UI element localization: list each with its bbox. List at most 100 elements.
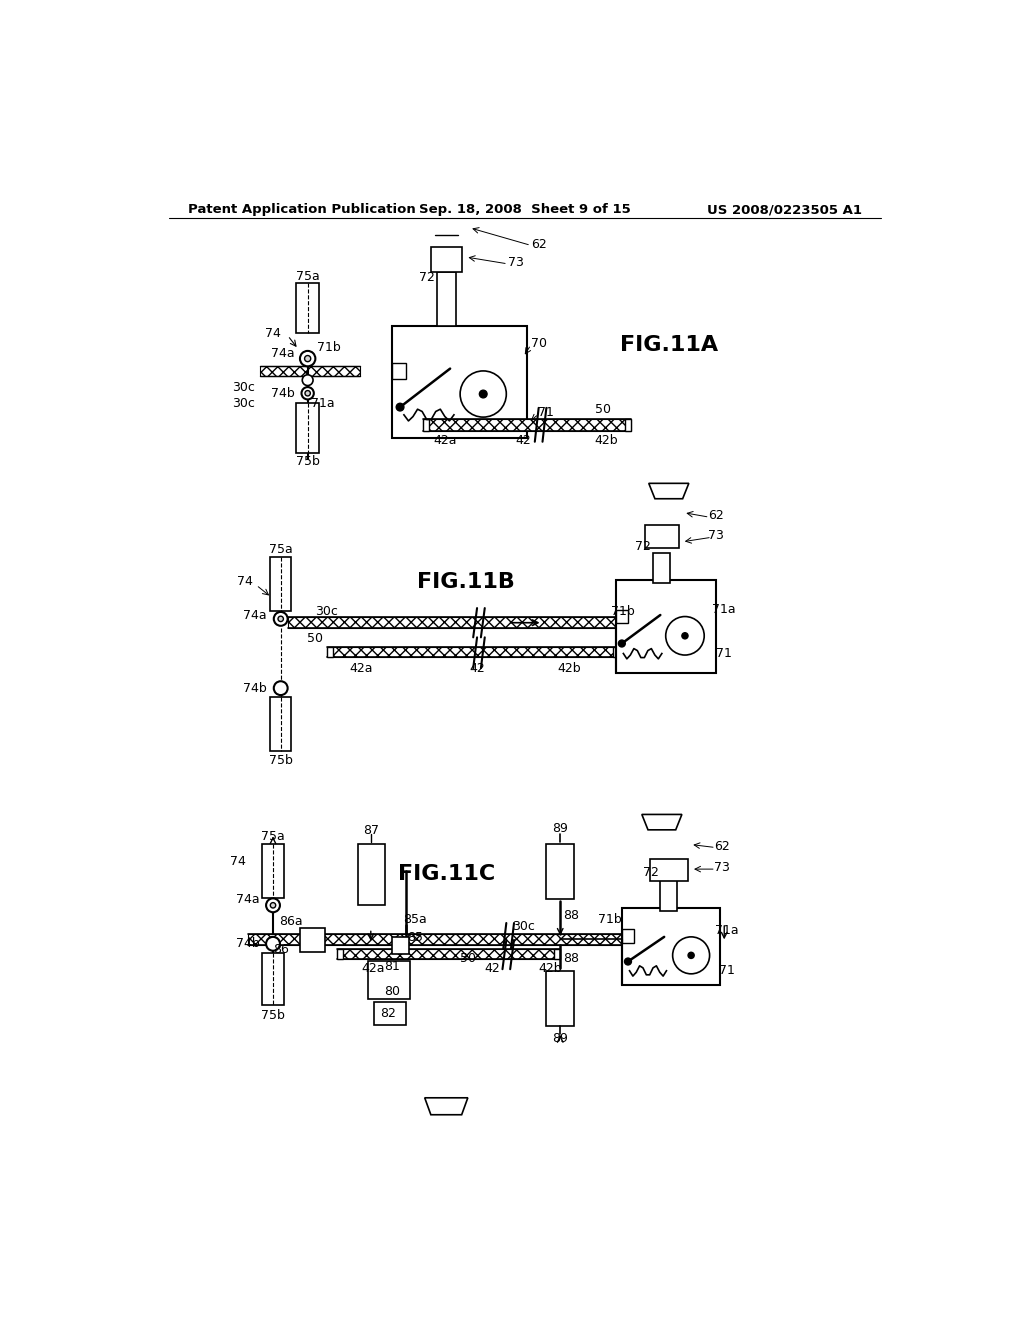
Text: 42b: 42b	[539, 962, 562, 975]
Text: 42a: 42a	[433, 434, 457, 446]
Bar	[392, 326, 527, 438]
Bar	[645, 525, 679, 548]
Bar	[622, 929, 634, 942]
Bar	[392, 937, 410, 954]
Text: FIG.11A: FIG.11A	[621, 335, 719, 355]
Text: 30c: 30c	[232, 397, 255, 409]
Text: 30c: 30c	[512, 920, 535, 933]
Circle shape	[266, 937, 280, 950]
Bar	[260, 367, 360, 376]
Bar	[368, 961, 410, 999]
Text: FIG.11C: FIG.11C	[397, 865, 495, 884]
Bar	[652, 553, 670, 583]
Text: 42a: 42a	[361, 962, 385, 975]
Text: 50: 50	[460, 952, 476, 965]
Text: 62: 62	[708, 510, 724, 523]
Text: 42b: 42b	[595, 434, 618, 446]
Circle shape	[688, 952, 694, 958]
Text: 74: 74	[237, 576, 253, 589]
Circle shape	[273, 612, 288, 626]
Text: 72: 72	[419, 271, 435, 284]
Bar	[296, 284, 319, 333]
Polygon shape	[649, 483, 689, 499]
Text: 87: 87	[362, 824, 379, 837]
Text: 42: 42	[515, 434, 531, 446]
Text: 42: 42	[484, 962, 501, 975]
Bar	[423, 418, 631, 430]
Text: 75b: 75b	[261, 1008, 285, 1022]
Text: 71b: 71b	[611, 605, 635, 618]
Text: 74: 74	[230, 855, 247, 869]
Bar	[615, 581, 716, 673]
Text: 74: 74	[265, 327, 281, 341]
Bar	[431, 247, 462, 272]
Circle shape	[666, 616, 705, 655]
Bar	[327, 647, 333, 657]
Text: 72: 72	[643, 866, 659, 879]
Text: 71: 71	[539, 407, 554, 418]
Circle shape	[682, 632, 688, 639]
Bar	[296, 404, 319, 453]
Text: US 2008/0223505 A1: US 2008/0223505 A1	[707, 203, 862, 216]
Text: 71b: 71b	[598, 912, 622, 925]
Text: 30c: 30c	[315, 605, 338, 618]
Text: FIG.11B: FIG.11B	[417, 572, 514, 591]
Bar	[554, 949, 560, 960]
Bar	[337, 949, 343, 960]
Text: 74b: 74b	[271, 387, 295, 400]
Circle shape	[302, 375, 313, 385]
Bar	[622, 908, 720, 985]
Text: 75a: 75a	[269, 543, 293, 556]
Text: 74b: 74b	[236, 937, 259, 950]
Circle shape	[625, 958, 632, 965]
Bar	[392, 363, 407, 379]
Bar	[423, 418, 429, 430]
Bar	[374, 1002, 407, 1024]
Text: 74a: 74a	[271, 347, 295, 360]
Text: 71a: 71a	[712, 603, 735, 616]
Text: 75b: 75b	[296, 454, 319, 467]
Circle shape	[273, 681, 288, 696]
Text: 75b: 75b	[268, 754, 293, 767]
Circle shape	[618, 640, 626, 647]
Text: 85a: 85a	[403, 913, 427, 927]
Text: 72: 72	[635, 540, 650, 553]
Text: 82: 82	[381, 1007, 396, 1019]
Bar	[547, 843, 574, 899]
Text: 71: 71	[720, 964, 735, 977]
Circle shape	[304, 355, 310, 362]
Bar	[270, 697, 292, 751]
Text: 86a: 86a	[279, 915, 302, 928]
Bar	[248, 933, 640, 945]
Text: 42b: 42b	[558, 661, 582, 675]
Circle shape	[396, 404, 403, 411]
Polygon shape	[425, 1098, 468, 1114]
Circle shape	[305, 391, 310, 396]
Polygon shape	[642, 814, 682, 830]
Text: 75a: 75a	[296, 269, 319, 282]
Circle shape	[479, 391, 487, 397]
Text: Sep. 18, 2008  Sheet 9 of 15: Sep. 18, 2008 Sheet 9 of 15	[419, 203, 631, 216]
Circle shape	[460, 371, 506, 417]
Text: 42a: 42a	[350, 661, 374, 675]
Text: 74a: 74a	[244, 609, 267, 622]
Text: 81: 81	[384, 960, 400, 973]
Text: 70: 70	[530, 337, 547, 350]
Text: 80: 80	[384, 985, 400, 998]
Bar	[613, 647, 620, 657]
Text: 85: 85	[408, 931, 424, 944]
Text: 62: 62	[714, 840, 730, 853]
Bar	[262, 953, 284, 1006]
Text: 88: 88	[563, 908, 579, 921]
Text: 50: 50	[595, 403, 610, 416]
Text: 71a: 71a	[311, 397, 335, 409]
Bar	[270, 557, 292, 611]
Circle shape	[270, 903, 275, 908]
Text: 71b: 71b	[317, 342, 341, 354]
Text: 71a: 71a	[716, 924, 739, 937]
Text: 62: 62	[530, 238, 547, 251]
Text: 73: 73	[714, 861, 730, 874]
Text: 73: 73	[708, 529, 724, 543]
Text: 50: 50	[307, 632, 324, 645]
Text: Patent Application Publication: Patent Application Publication	[188, 203, 416, 216]
